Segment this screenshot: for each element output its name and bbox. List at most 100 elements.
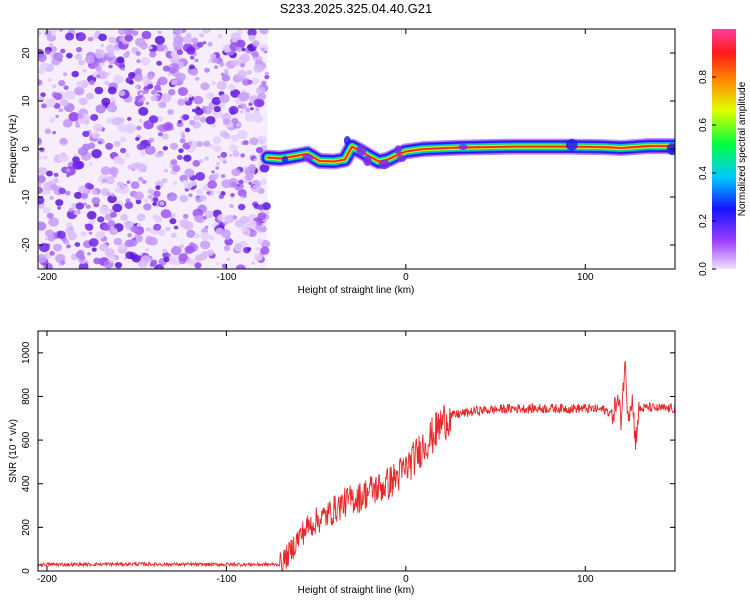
noise-blob: [57, 206, 62, 210]
noise-blob: [212, 136, 222, 145]
noise-blob: [125, 77, 133, 84]
noise-blob: [199, 240, 211, 250]
noise-blob: [162, 248, 168, 254]
noise-blob: [77, 113, 84, 120]
noise-blob: [185, 245, 195, 254]
noise-blob: [232, 150, 240, 157]
noise-blob: [213, 173, 220, 179]
noise-blob: [238, 92, 250, 102]
noise-blob: [216, 162, 220, 166]
noise-blob: [153, 190, 161, 198]
noise-blob: [216, 80, 228, 91]
noise-blob: [135, 199, 142, 205]
noise-blob: [145, 227, 151, 232]
noise-blob: [257, 204, 265, 210]
noise-blob: [251, 214, 256, 219]
noise-blob: [137, 176, 144, 182]
noise-blob: [195, 172, 206, 181]
noise-blob: [242, 228, 251, 236]
noise-blob: [95, 104, 106, 114]
snr-line: [38, 361, 675, 571]
noise-blob: [135, 137, 140, 141]
noise-blob: [136, 213, 146, 222]
snr-y-tick-label: 200: [21, 519, 32, 536]
noise-blob: [120, 214, 128, 221]
noise-blob: [38, 31, 42, 36]
noise-blob: [199, 33, 205, 38]
noise-blob: [91, 131, 100, 139]
noise-blob: [236, 129, 248, 139]
noise-blob: [170, 212, 177, 218]
noise-blob: [161, 133, 169, 140]
noise-blob: [193, 114, 201, 121]
noise-blob: [60, 260, 66, 265]
noise-blob: [52, 84, 57, 88]
ridge-blob: [397, 154, 407, 163]
noise-blob: [162, 251, 170, 259]
noise-blob: [45, 98, 56, 108]
noise-blob: [67, 231, 78, 241]
noise-blob: [39, 147, 45, 153]
noise-blob: [113, 74, 124, 84]
noise-blob: [220, 174, 226, 179]
noise-blob: [227, 83, 236, 91]
noise-blob: [125, 251, 135, 260]
noise-blob: [147, 73, 154, 80]
snr-x-tick-label: 100: [577, 574, 594, 585]
noise-blob: [149, 51, 157, 58]
noise-blob: [256, 135, 267, 145]
noise-blob: [141, 179, 147, 184]
noise-blob: [62, 119, 73, 128]
noise-blob: [211, 170, 215, 174]
snr-y-tick-label: 400: [21, 475, 32, 492]
noise-blob: [133, 74, 143, 82]
noise-blob: [224, 71, 229, 75]
noise-blob: [80, 231, 87, 237]
noise-blob: [170, 142, 179, 150]
noise-blob: [185, 32, 192, 38]
noise-blob: [118, 184, 130, 195]
noise-blob: [231, 38, 236, 43]
noise-blob: [160, 152, 164, 156]
noise-blob: [181, 134, 186, 139]
noise-blob: [236, 46, 242, 53]
noise-blob: [124, 152, 130, 158]
noise-blob: [150, 95, 158, 102]
noise-blob: [73, 191, 83, 199]
noise-blob: [52, 131, 57, 135]
noise-blob: [223, 245, 231, 252]
noise-blob: [99, 205, 110, 215]
noise-blob: [99, 243, 109, 252]
noise-blob: [145, 101, 150, 105]
noise-blob: [240, 196, 245, 200]
snr-plot-area: [38, 361, 675, 571]
noise-blob: [228, 105, 239, 115]
noise-blob: [200, 231, 210, 241]
noise-blob: [260, 47, 265, 52]
noise-blob: [38, 242, 50, 253]
ridge-blob: [458, 143, 468, 150]
noise-blob: [74, 242, 81, 247]
noise-blob: [139, 42, 148, 50]
noise-blob: [87, 36, 94, 42]
noise-blob: [130, 181, 140, 189]
noise-blob: [140, 150, 147, 156]
noise-blob: [213, 106, 221, 113]
noise-blob: [128, 71, 136, 79]
noise-blob: [49, 196, 54, 200]
noise-blob: [204, 156, 210, 161]
noise-blob: [38, 138, 42, 144]
ridge-blob: [378, 159, 390, 170]
noise-blob: [111, 117, 122, 126]
spectrogram-y-tick-label: -10: [21, 189, 32, 204]
noise-blob: [63, 85, 69, 90]
noise-blob: [162, 145, 168, 151]
noise-blob: [38, 221, 47, 231]
noise-blob: [53, 92, 63, 101]
snr-x-tick-label: -100: [216, 574, 236, 585]
noise-blob: [194, 58, 199, 63]
noise-blob: [234, 185, 241, 191]
noise-blob: [183, 96, 189, 102]
noise-blob: [222, 160, 227, 164]
